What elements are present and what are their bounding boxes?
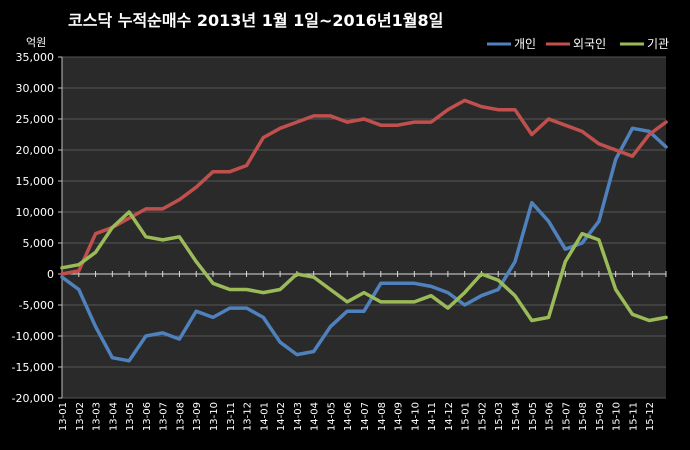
x-tick-label: 15-10 [612,402,623,431]
legend: 개인 외국인 기관 [487,37,669,51]
legend-label: 기관 [647,37,669,51]
y-tick-label: -15,000 [12,361,54,374]
x-tick-label: 13-08 [175,402,186,431]
x-tick-label: 15-09 [595,402,606,431]
y-axis-ticks: 35,000 30,000 25,000 20,000 15,000 10,000 5,00… [12,51,54,405]
y-tick-label: 35,000 [16,51,55,64]
y-tick-label: 0 [47,268,54,281]
x-tick-label: 14-03 [293,402,304,431]
y-tick-label: 5,000 [23,237,55,250]
y-tick-label: 30,000 [16,82,55,95]
x-tick-label: 14-06 [343,402,354,431]
x-tick-label: 14-09 [394,402,405,431]
plot-area [62,57,666,398]
series-line-기관 [60,210,668,323]
x-tick-label: 15-08 [578,402,589,431]
x-tick-label: 15-03 [494,402,505,431]
x-tick-label: 13-03 [92,402,103,431]
x-tick-label: 13-07 [159,402,170,431]
x-tick-label: 15-01 [461,402,472,431]
series-line-외국인 [60,98,668,276]
x-tick-label: 15-02 [477,402,488,431]
y-tick-label: -5,000 [19,299,54,312]
legend-label: 외국인 [573,37,606,51]
y-tick-label: 10,000 [16,206,55,219]
y-tick-label: -20,000 [12,392,54,405]
y-tick-label: 25,000 [16,113,55,126]
x-tick-label: 15-05 [528,402,539,431]
x-tick-label: 15-12 [645,402,656,431]
x-tick-label: 14-11 [427,402,438,431]
chart-title: 코스닥 누적순매수 2013년 1월 1일~2016년1월8일 [68,11,443,30]
legend-label: 개인 [514,37,536,51]
x-tick-label: 13-09 [192,402,203,431]
x-tick-label: 14-05 [326,402,337,431]
x-tick-label: 15-06 [545,402,556,431]
y-axis-unit-label: 억원 [26,36,46,49]
x-tick-label: 14-01 [259,402,270,431]
x-tick-label: 13-04 [108,402,119,431]
x-tick-label: 13-02 [75,402,86,431]
gridlines [62,56,666,399]
x-tick-label: 14-04 [310,402,321,431]
x-tick-label: 13-12 [243,402,254,431]
y-tick-label: 20,000 [16,144,55,157]
x-tick-label: 14-07 [360,402,371,431]
x-tick-label: 13-11 [226,402,237,431]
x-axis-ticks: 13-01 13-02 13-03 13-04 13-05 13-06 13-07 13-08… [58,402,656,431]
x-tick-label: 15-07 [561,402,572,431]
y-tick-label: 15,000 [16,175,55,188]
x-tick-label: 13-05 [125,402,136,431]
x-tick-label: 14-10 [410,402,421,431]
x-tick-label: 14-08 [377,402,388,431]
x-tick-label: 13-01 [58,402,69,431]
x-tick-label: 13-10 [209,402,220,431]
x-tick-label: 14-12 [444,402,455,431]
y-tick-label: -10,000 [12,330,54,343]
x-tick-label: 15-11 [628,402,639,431]
x-tick-label: 14-02 [276,402,287,431]
x-tick-label: 13-06 [142,402,153,431]
series-line-개인 [60,126,668,363]
series-lines [60,98,668,363]
x-tick-label: 15-04 [511,402,522,431]
